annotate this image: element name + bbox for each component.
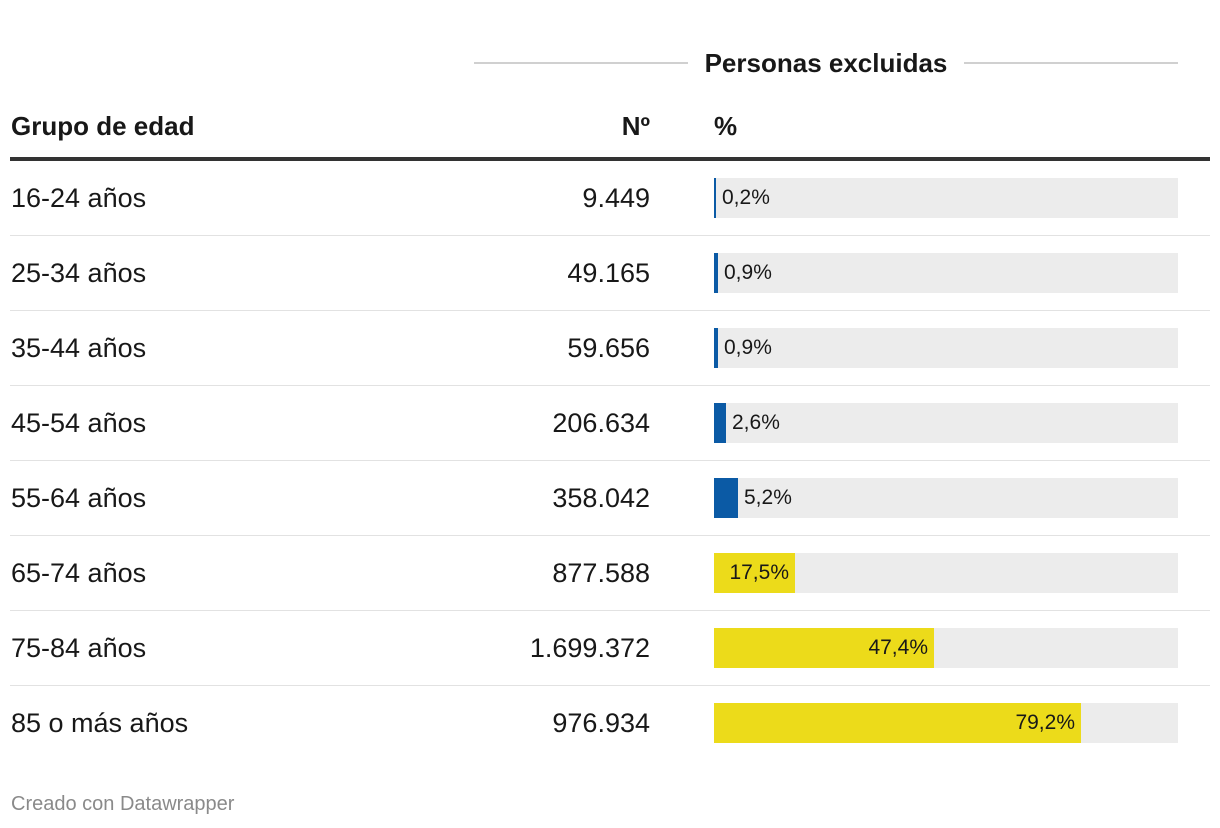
cell-age-group: 85 o más años <box>11 708 189 738</box>
cell-count: 49.165 <box>567 258 650 288</box>
cell-count: 877.588 <box>552 558 650 588</box>
table-row: 75-84 años 1.699.372 47,4% <box>10 611 1210 686</box>
cell-count: 9.449 <box>582 183 650 213</box>
bar-track: 0,9% <box>714 328 1178 368</box>
bar-value-label: 5,2% <box>744 486 792 509</box>
cell-age-group: 65-74 años <box>11 558 147 588</box>
bar-value-label: 17,5% <box>729 561 789 584</box>
cell-age-group: 25-34 años <box>11 258 147 288</box>
table-row: 35-44 años 59.656 0,9% <box>10 311 1210 386</box>
cell-age-group: 16-24 años <box>11 183 147 213</box>
cell-count: 976.934 <box>552 708 650 738</box>
bar-fill <box>714 628 934 668</box>
bar-track: 5,2% <box>714 478 1178 518</box>
bar-fill <box>714 178 716 218</box>
column-header-age-group[interactable]: Grupo de edad <box>11 111 195 141</box>
bar-track: 79,2% <box>714 703 1178 743</box>
table-body: 16-24 años 9.449 0,2% 25-34 años 49.165 0,9% 3… <box>10 161 1210 760</box>
bar-fill <box>714 703 1081 743</box>
bar-track: 0,2% <box>714 178 1178 218</box>
table-row: 16-24 años 9.449 0,2% <box>10 161 1210 236</box>
bar-fill <box>714 328 718 368</box>
table-row: 85 o más años 976.934 79,2% <box>10 686 1210 760</box>
cell-count: 206.634 <box>552 408 650 438</box>
bar-track: 47,4% <box>714 628 1178 668</box>
bar-value-label: 0,2% <box>722 186 770 209</box>
cell-count: 59.656 <box>567 333 650 363</box>
column-header-percent[interactable]: % <box>714 111 738 141</box>
footer-credit: Creado con Datawrapper <box>11 793 235 815</box>
bar-track: 2,6% <box>714 403 1178 443</box>
bar-fill <box>714 553 795 593</box>
bar-value-label: 2,6% <box>732 411 780 434</box>
bar-fill <box>714 403 726 443</box>
bar-value-label: 47,4% <box>868 636 928 659</box>
bar-value-label: 0,9% <box>724 336 772 359</box>
group-header-rule-right <box>964 62 1178 64</box>
column-group-header: Personas excluidas <box>474 44 1178 82</box>
table-row: 25-34 años 49.165 0,9% <box>10 236 1210 311</box>
bar-value-label: 79,2% <box>1015 711 1075 734</box>
bar-track: 0,9% <box>714 253 1178 293</box>
cell-age-group: 35-44 años <box>11 333 147 363</box>
header-divider <box>10 157 1210 161</box>
group-header-rule-left <box>474 62 688 64</box>
cell-age-group: 45-54 años <box>11 408 147 438</box>
bar-value-label: 0,9% <box>724 261 772 284</box>
bar-fill <box>714 478 738 518</box>
table-row: 55-64 años 358.042 5,2% <box>10 461 1210 536</box>
table-row: 45-54 años 206.634 2,6% <box>10 386 1210 461</box>
group-header-title: Personas excluidas <box>704 48 948 78</box>
table-row: 65-74 años 877.588 17,5% <box>10 536 1210 611</box>
cell-count: 1.699.372 <box>529 633 650 663</box>
bar-fill <box>714 253 718 293</box>
column-header-count[interactable]: Nº <box>621 111 650 141</box>
cell-age-group: 55-64 años <box>11 483 147 513</box>
cell-age-group: 75-84 años <box>11 633 147 663</box>
bar-track: 17,5% <box>714 553 1178 593</box>
cell-count: 358.042 <box>552 483 650 513</box>
